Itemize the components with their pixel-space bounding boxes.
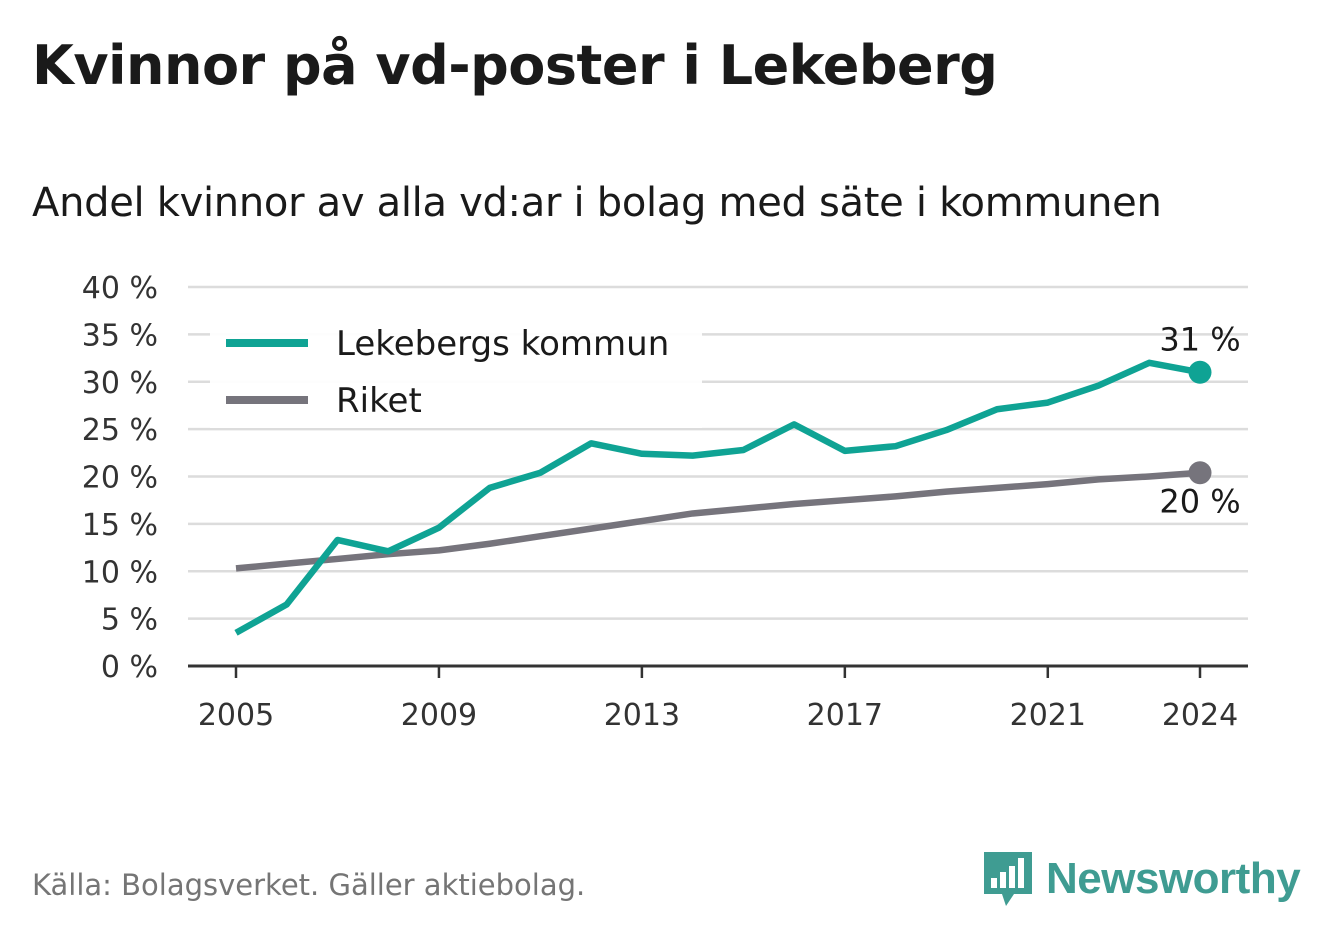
y-tick-label: 35 %	[82, 318, 158, 353]
series-line-1	[235, 469, 1201, 572]
legend-label-0: Lekebergs kommun	[336, 324, 669, 364]
end-labels: 31 % 20 %	[1159, 320, 1240, 520]
end-label-1: 20 %	[1159, 483, 1240, 521]
y-tick-label: 25 %	[82, 413, 158, 448]
x-tick-label: 2005	[198, 698, 274, 733]
x-tick-label: 2013	[604, 698, 680, 733]
series-line-0	[234, 359, 1201, 636]
chart-title: Kvinnor på vd-poster i Lekeberg	[32, 34, 998, 97]
bar-chart-speech-bubble-icon	[984, 852, 1032, 906]
y-tick-label: 30 %	[82, 366, 158, 401]
newsworthy-logo: Newsworthy	[980, 848, 1301, 910]
y-tick-label: 0 %	[101, 650, 158, 685]
legend-background	[210, 310, 702, 428]
legend: Lekebergs kommun Riket	[210, 310, 702, 428]
legend-label-1: Riket	[336, 381, 422, 421]
x-tick-label: 2021	[1010, 698, 1086, 733]
y-axis-ticks: 0 % 5 % 10 % 15 % 20 % 25 % 30 % 35 % 40 %	[82, 271, 158, 685]
end-label-0: 31 %	[1159, 320, 1240, 358]
series-lines	[234, 359, 1212, 636]
chart-subtitle: Andel kvinnor av alla vd:ar i bolag med …	[32, 180, 1162, 226]
y-tick-label: 15 %	[82, 508, 158, 543]
y-tick-label: 10 %	[82, 555, 158, 590]
y-tick-label: 40 %	[82, 271, 158, 306]
x-axis: 2005 2009 2013 2017 2021 2024	[188, 664, 1248, 733]
x-tick-label: 2017	[807, 698, 883, 733]
y-tick-label: 20 %	[82, 461, 158, 496]
x-tick-label: 2024	[1162, 698, 1238, 733]
x-tick-label: 2009	[401, 698, 477, 733]
y-tick-label: 5 %	[101, 603, 158, 638]
brand-name: Newsworthy	[1046, 854, 1301, 903]
end-point-1	[1188, 461, 1212, 485]
end-point-0	[1188, 360, 1212, 384]
source-note: Källa: Bolagsverket. Gäller aktiebolag.	[32, 868, 586, 902]
